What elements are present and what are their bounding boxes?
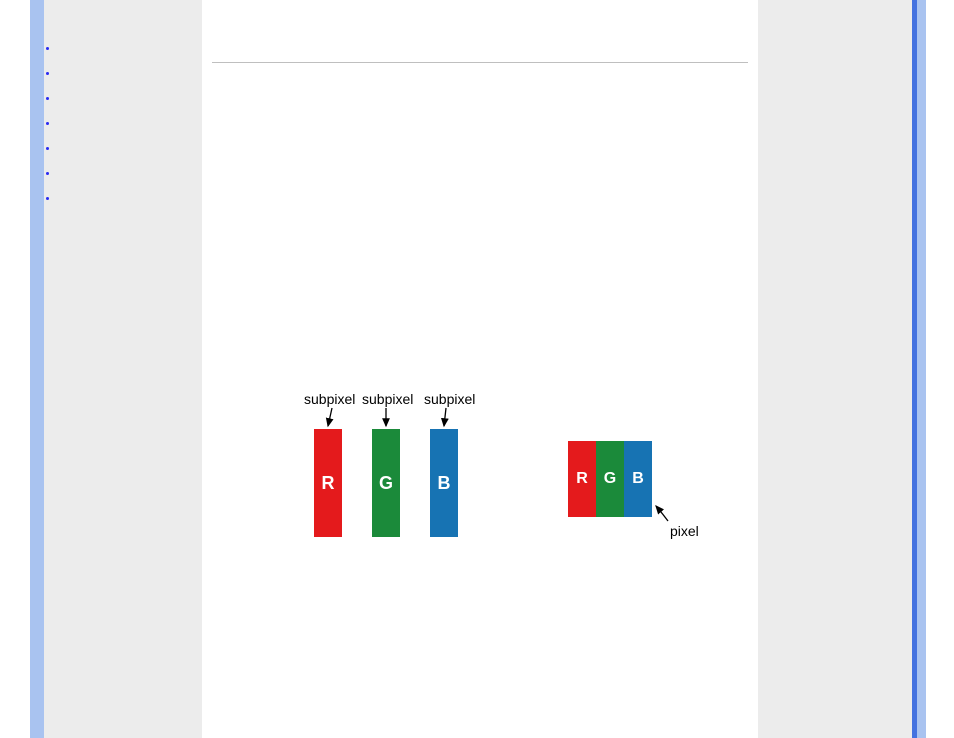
pixel-bar-r: R — [568, 441, 596, 517]
pixel-bar-g: G — [596, 441, 624, 517]
nav-item[interactable] — [58, 161, 202, 186]
nav-item[interactable] — [58, 136, 202, 161]
nav-item[interactable] — [58, 61, 202, 86]
left-sidebar — [44, 0, 202, 738]
nav-item[interactable] — [58, 186, 202, 211]
arrow-r-icon — [202, 333, 758, 613]
pixel-label: pixel — [670, 523, 699, 539]
nav-item[interactable] — [58, 111, 202, 136]
rgb-subpixel-diagram: subpixel subpixel subpixel R G B R G B p… — [202, 333, 758, 613]
divider — [212, 62, 748, 63]
right-edge-dark — [912, 0, 917, 738]
subpixel-bar-b: B — [430, 429, 458, 537]
nav-item[interactable] — [58, 36, 202, 61]
nav-item[interactable] — [58, 86, 202, 111]
subpixel-bar-r: R — [314, 429, 342, 537]
subpixel-bar-g: G — [372, 429, 400, 537]
pixel-bar-b: B — [624, 441, 652, 517]
nav-list — [44, 0, 202, 211]
right-sidebar — [758, 0, 912, 738]
content-panel: subpixel subpixel subpixel R G B R G B p… — [202, 0, 758, 738]
left-edge-accent — [30, 0, 44, 738]
